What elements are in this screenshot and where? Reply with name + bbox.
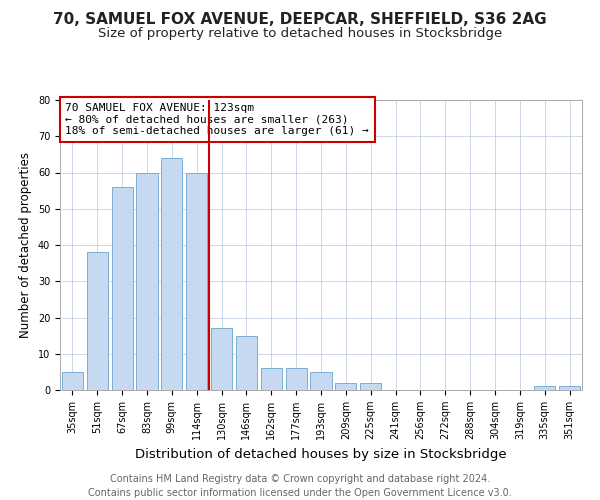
Text: 70 SAMUEL FOX AVENUE: 123sqm
← 80% of detached houses are smaller (263)
18% of s: 70 SAMUEL FOX AVENUE: 123sqm ← 80% of de… bbox=[65, 103, 369, 136]
Text: Contains HM Land Registry data © Crown copyright and database right 2024.
Contai: Contains HM Land Registry data © Crown c… bbox=[88, 474, 512, 498]
Bar bbox=[261, 368, 282, 390]
Bar bbox=[360, 383, 381, 390]
Text: 70, SAMUEL FOX AVENUE, DEEPCAR, SHEFFIELD, S36 2AG: 70, SAMUEL FOX AVENUE, DEEPCAR, SHEFFIEL… bbox=[53, 12, 547, 28]
Bar bbox=[186, 172, 207, 390]
Bar bbox=[534, 386, 555, 390]
Bar bbox=[310, 372, 332, 390]
Bar bbox=[236, 336, 257, 390]
Bar bbox=[87, 252, 108, 390]
Y-axis label: Number of detached properties: Number of detached properties bbox=[19, 152, 32, 338]
Bar bbox=[559, 386, 580, 390]
Bar bbox=[286, 368, 307, 390]
Text: Size of property relative to detached houses in Stocksbridge: Size of property relative to detached ho… bbox=[98, 28, 502, 40]
X-axis label: Distribution of detached houses by size in Stocksbridge: Distribution of detached houses by size … bbox=[135, 448, 507, 460]
Bar bbox=[112, 187, 133, 390]
Bar bbox=[62, 372, 83, 390]
Bar bbox=[335, 383, 356, 390]
Bar bbox=[211, 328, 232, 390]
Bar bbox=[136, 172, 158, 390]
Bar bbox=[161, 158, 182, 390]
